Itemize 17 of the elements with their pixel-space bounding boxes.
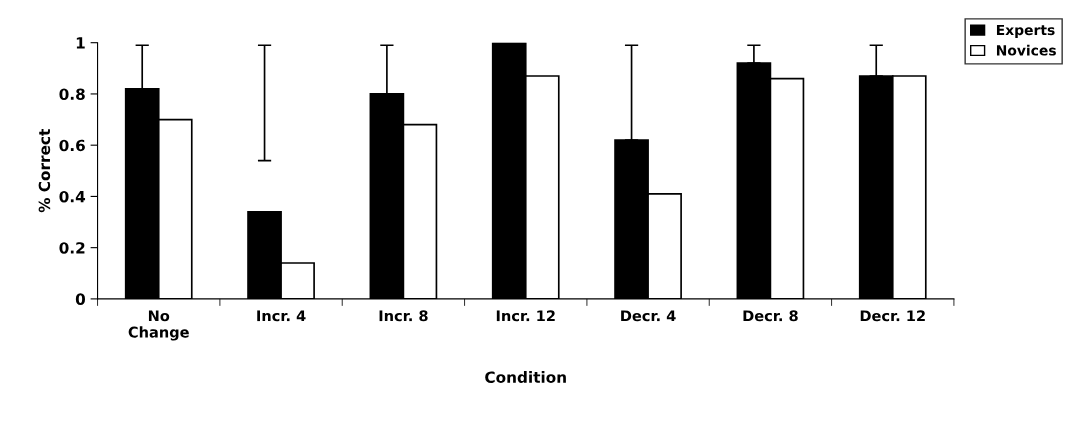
x-axis-title: Condition xyxy=(485,371,566,383)
x-tick-label: Decr. 4 xyxy=(621,310,676,322)
x-tick-label: Decr. 8 xyxy=(743,310,798,322)
x-tick-label: Incr. 8 xyxy=(379,310,428,322)
y-axis-title: % Correct xyxy=(38,129,51,213)
y-tick-label: 0 xyxy=(75,293,86,305)
y-tick-label: 0.2 xyxy=(59,242,85,254)
legend-label: Experts xyxy=(996,24,1055,38)
y-tick-label: 1 xyxy=(76,37,85,49)
legend-label: Novices xyxy=(996,44,1056,56)
x-tick-label: Decr. 12 xyxy=(860,310,925,322)
x-tick-label: No Change xyxy=(128,310,189,341)
x-tick-label: Incr. 12 xyxy=(496,310,555,322)
y-tick-label: 0.6 xyxy=(59,139,85,152)
x-tick-label: Incr. 4 xyxy=(257,310,306,322)
y-tick-label: 0.4 xyxy=(59,190,86,203)
y-tick-label: 0.8 xyxy=(59,88,85,100)
